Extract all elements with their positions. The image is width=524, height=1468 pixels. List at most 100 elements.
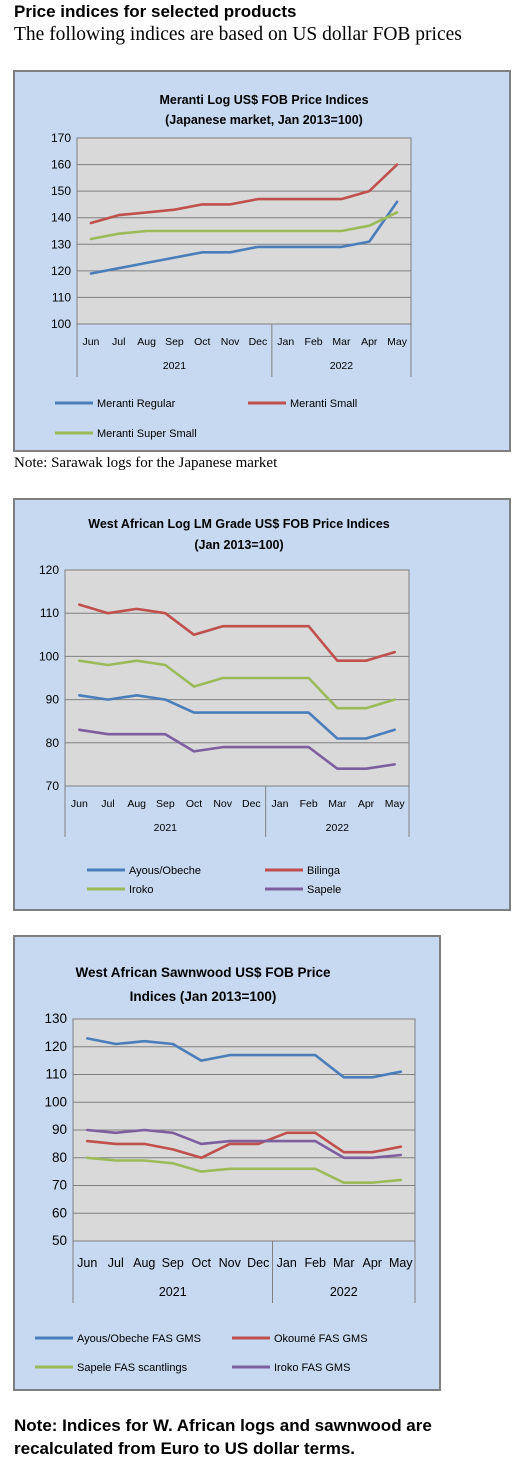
x-tick-label: Sep (156, 798, 175, 810)
chart-title-line: (Japanese market, Jan 2013=100) (165, 113, 363, 127)
chart-title-line: West African Log LM Grade US$ FOB Price … (88, 517, 390, 531)
bottom-note: Note: Indices for W. African logs and sa… (14, 1416, 432, 1458)
x-tick-label: Mar (333, 1256, 355, 1270)
y-tick-label: 90 (46, 693, 60, 707)
legend-label: Sapele (307, 884, 341, 896)
y-tick-label: 170 (51, 131, 71, 145)
x-tick-label: Jun (71, 798, 88, 810)
meranti-chart-panel: Meranti Log US$ FOB Price Indices (Japane… (13, 70, 511, 452)
y-tick-label: 160 (51, 158, 71, 172)
legend-label: Iroko FAS GMS (274, 1362, 350, 1374)
legend-label: Meranti Super Small (97, 428, 197, 440)
series-line (78, 694, 397, 740)
x-tick-label: Aug (133, 1256, 155, 1270)
x-tick-label: Oct (186, 798, 202, 810)
west-african-sawnwood-chart: West African Sawnwood US$ FOB Price Indic… (35, 965, 416, 1374)
x-tick-label: Nov (219, 1256, 242, 1270)
x-tick-label: Jan (272, 798, 289, 810)
x-tick-label: Apr (358, 798, 375, 810)
series-line (89, 211, 399, 241)
x-tick-label: Jul (101, 798, 114, 810)
legend-label: Bilinga (307, 865, 341, 877)
y-tick-label: 90 (52, 1122, 67, 1137)
x-tick-label: Feb (304, 1256, 326, 1270)
meranti-chart: Meranti Log US$ FOB Price Indices (Japane… (51, 93, 412, 440)
year-group-label: 2021 (159, 1285, 187, 1299)
legend-label: Iroko (129, 884, 153, 896)
legend-label: Meranti Small (290, 398, 357, 410)
x-tick-label: Nov (221, 336, 240, 348)
legend-label: Ayous/Obeche (129, 865, 201, 877)
x-tick-label: Oct (192, 1256, 212, 1270)
x-tick-label: Aug (127, 798, 146, 810)
year-group-label: 2022 (330, 360, 354, 372)
west-african-sawnwood-chart-panel: West African Sawnwood US$ FOB Price Indic… (13, 935, 441, 1391)
series-line (86, 1156, 403, 1184)
y-tick-label: 140 (51, 211, 71, 225)
x-tick-label: Oct (194, 336, 210, 348)
x-tick-label: Jan (277, 336, 294, 348)
y-tick-label: 110 (40, 606, 59, 620)
y-tick-label: 110 (45, 1067, 67, 1082)
series-line (89, 163, 399, 225)
y-tick-label: 80 (52, 1150, 67, 1165)
y-tick-label: 130 (44, 1011, 67, 1026)
x-tick-label: Apr (363, 1256, 382, 1270)
y-tick-label: 70 (46, 779, 60, 793)
year-group-label: 2021 (154, 822, 178, 834)
chart-title-line: Meranti Log US$ FOB Price Indices (159, 93, 368, 107)
x-tick-label: May (385, 798, 406, 810)
chart-title-line: West African Sawnwood US$ FOB Price (75, 965, 331, 980)
page-title: Price indices for selected products (14, 2, 297, 21)
x-tick-label: Dec (247, 1256, 269, 1270)
series-line (78, 659, 397, 710)
series-line (86, 1037, 403, 1079)
x-tick-label: Feb (300, 798, 318, 810)
series-line (78, 728, 397, 771)
legend-label: Meranti Regular (97, 398, 176, 410)
page-subtitle: The following indices are based on US do… (14, 24, 462, 45)
y-tick-label: 100 (44, 1094, 67, 1109)
x-tick-label: Apr (361, 336, 378, 348)
y-tick-label: 120 (51, 264, 71, 278)
y-tick-label: 100 (51, 317, 71, 331)
y-tick-label: 130 (51, 237, 71, 251)
x-tick-label: Dec (249, 336, 268, 348)
x-tick-label: Jul (108, 1256, 124, 1270)
y-tick-label: 100 (39, 649, 59, 663)
x-tick-label: Mar (328, 798, 347, 810)
legend-label: Okoumé FAS GMS (274, 1333, 368, 1345)
chart-title-line: (Jan 2013=100) (194, 538, 283, 552)
year-group-label: 2022 (326, 822, 350, 834)
x-tick-label: Sep (162, 1256, 184, 1270)
series-line (86, 1131, 403, 1160)
y-tick-label: 80 (46, 736, 60, 750)
y-tick-label: 150 (51, 184, 71, 198)
west-african-log-chart-panel: West African Log LM Grade US$ FOB Price … (13, 498, 511, 911)
series-line (89, 200, 399, 275)
legend-label: Ayous/Obeche FAS GMS (77, 1333, 201, 1345)
x-tick-label: Jan (277, 1256, 297, 1270)
x-tick-label: Jun (82, 336, 99, 348)
west-african-log-chart: West African Log LM Grade US$ FOB Price … (39, 517, 410, 896)
x-tick-label: Dec (242, 798, 261, 810)
x-tick-label: Jul (112, 336, 125, 348)
series-line (78, 603, 397, 662)
x-tick-label: Aug (137, 336, 156, 348)
chart-title-line: Indices (Jan 2013=100) (130, 989, 277, 1004)
y-tick-label: 120 (44, 1039, 67, 1054)
chart1-note: Note: Sarawak logs for the Japanese mark… (14, 455, 278, 471)
series-line (86, 1128, 403, 1160)
y-tick-label: 120 (39, 563, 59, 577)
year-group-label: 2021 (163, 360, 187, 372)
y-tick-label: 110 (52, 290, 71, 304)
x-tick-label: Feb (305, 336, 323, 348)
y-tick-label: 60 (52, 1205, 67, 1220)
y-tick-label: 70 (52, 1178, 67, 1193)
x-tick-label: Jun (77, 1256, 97, 1270)
legend-label: Sapele FAS scantlings (77, 1362, 188, 1374)
x-tick-label: Nov (213, 798, 232, 810)
x-tick-label: Sep (165, 336, 184, 348)
y-tick-label: 50 (52, 1233, 67, 1248)
x-tick-label: May (389, 1256, 413, 1270)
